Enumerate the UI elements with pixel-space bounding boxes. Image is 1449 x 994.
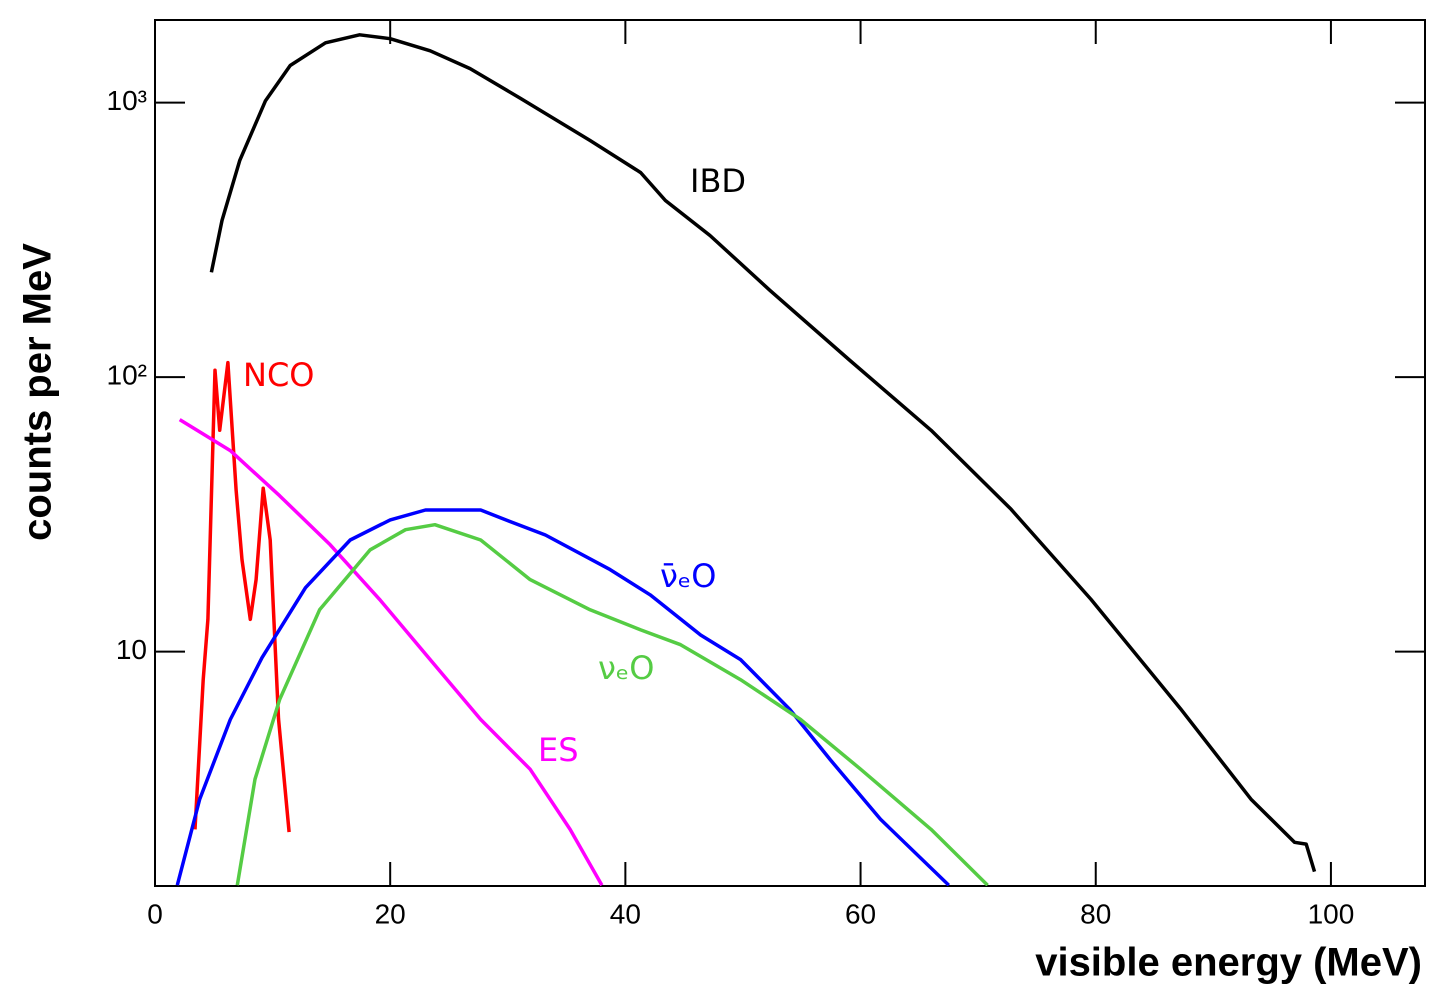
series-label: NCO (243, 356, 314, 394)
y-tick-label: 10³ (107, 85, 147, 116)
x-tick-label: 60 (845, 898, 876, 929)
series-line (209, 33, 1317, 873)
y-axis-title: counts per MeV (16, 243, 60, 541)
series-line (193, 360, 291, 833)
series-label: ν̄ₑO (660, 557, 716, 595)
x-tick-label: 0 (147, 898, 163, 929)
y-tick-label: 10 (116, 634, 147, 665)
series-label: νₑO (598, 649, 654, 687)
series-line (178, 418, 604, 886)
series-line (175, 508, 951, 886)
x-tick-label: 40 (610, 898, 641, 929)
plot-lines (175, 33, 1317, 886)
y-tick-label: 10² (107, 360, 147, 391)
plot-frame (154, 19, 1426, 887)
series-line (235, 522, 989, 886)
series-label: IBD (690, 162, 746, 200)
x-tick-label: 100 (1308, 898, 1355, 929)
x-tick-label: 80 (1080, 898, 1111, 929)
x-tick-label: 20 (375, 898, 406, 929)
series-label: ES (538, 731, 579, 769)
x-axis-title: visible energy (MeV) (1035, 941, 1422, 985)
